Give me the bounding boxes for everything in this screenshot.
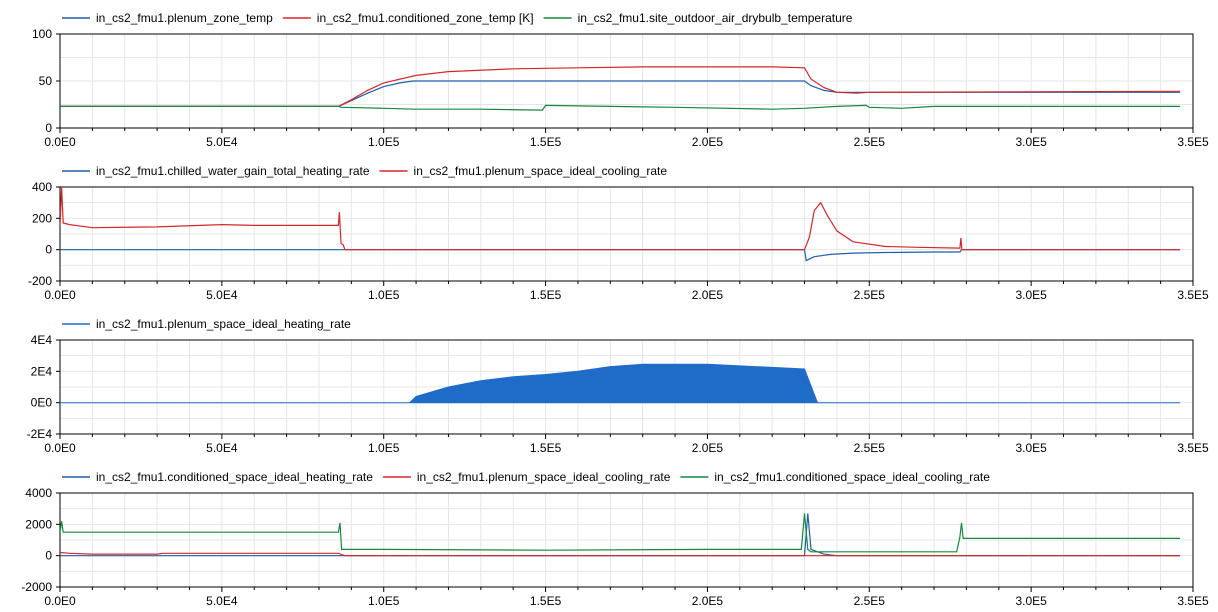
x-tick-label: 2.0E5 (692, 288, 724, 302)
x-tick-label: 5.0E4 (206, 594, 238, 608)
x-tick-label: 3.0E5 (1015, 288, 1047, 302)
series-line-3 (60, 104, 1181, 111)
x-tick-label: 0.0E0 (44, 135, 76, 149)
legend-entry: in_cs2_fmu1.plenum_space_ideal_cooling_r… (414, 164, 668, 178)
x-tick-label: 1.0E5 (368, 288, 400, 302)
legend-entry: in_cs2_fmu1.plenum_space_ideal_cooling_r… (417, 470, 671, 484)
x-tick-label: 1.5E5 (530, 441, 562, 455)
plot-frame (59, 492, 1194, 588)
legend-entry: in_cs2_fmu1.site_outdoor_air_drybulb_tem… (578, 11, 853, 25)
y-tick-label: 4000 (25, 486, 52, 500)
x-tick-label: 3.0E5 (1015, 135, 1047, 149)
x-tick-label: 2.0E5 (692, 441, 724, 455)
chart-panel-4: 0.0E0 5.0E4 1.0E5 1.5E5 2.0E5 2.5E5 3.0E5 3.5E5… (21, 470, 1209, 608)
series-line-2 (60, 551, 1181, 557)
series-line-1 (60, 80, 1181, 108)
legend: in_cs2_fmu1.chilled_water_gain_total_hea… (62, 164, 667, 178)
series-line-1 (60, 249, 1181, 262)
plot-frame (59, 186, 1194, 282)
y-tick-label: 0 (45, 243, 52, 257)
x-tick-label: 2.5E5 (854, 594, 886, 608)
y-tick-label: 200 (32, 211, 52, 225)
legend: in_cs2_fmu1.conditioned_space_ideal_heat… (62, 470, 990, 484)
y-tick-label: 400 (32, 180, 52, 194)
x-tick-label: 2.5E5 (854, 441, 886, 455)
grid-lines (60, 187, 1193, 281)
legend: in_cs2_fmu1.plenum_zone_temp in_cs2_fmu1.… (62, 11, 853, 25)
y-tick-label: 2E4 (31, 364, 53, 378)
legend-entry: in_cs2_fmu1.plenum_zone_temp (96, 11, 273, 25)
x-tick-label: 3.5E5 (1177, 288, 1209, 302)
y-tick-label: -200 (28, 274, 52, 288)
series-area-1 (60, 363, 1181, 404)
series-line-2 (60, 66, 1181, 108)
x-tick-label: 1.0E5 (368, 594, 400, 608)
y-tick-label: 50 (39, 74, 53, 88)
chart-panel-2: 0.0E0 5.0E4 1.0E5 1.5E5 2.0E5 2.5E5 3.0E5 3.5E5… (28, 164, 1209, 302)
grid-lines (60, 493, 1193, 587)
x-tick-label: 5.0E4 (206, 288, 238, 302)
legend-entry: in_cs2_fmu1.conditioned_space_ideal_heat… (96, 470, 373, 484)
x-tick-label: 1.0E5 (368, 441, 400, 455)
series-line-3 (60, 513, 1181, 553)
y-tick-label: -2000 (21, 580, 52, 594)
legend-entry: in_cs2_fmu1.conditioned_zone_temp [K] (317, 11, 534, 25)
legend: in_cs2_fmu1.plenum_space_ideal_heating_r… (62, 317, 351, 331)
x-tick-label: 3.0E5 (1015, 441, 1047, 455)
x-tick-label: 1.5E5 (530, 135, 562, 149)
x-tick-label: 0.0E0 (44, 288, 76, 302)
y-tick-label: 100 (32, 27, 52, 41)
y-tick-label: 4E4 (31, 333, 53, 347)
y-tick-label: 0E0 (31, 396, 53, 410)
y-tick-label: 0 (45, 121, 52, 135)
legend-entry: in_cs2_fmu1.plenum_space_ideal_heating_r… (96, 317, 351, 331)
x-tick-label: 3.5E5 (1177, 594, 1209, 608)
chart-panel-1: 0.0E0 5.0E4 1.0E5 1.5E5 2.0E5 2.5E5 3.0E5 3.5E5… (32, 11, 1209, 149)
x-tick-label: 3.5E5 (1177, 441, 1209, 455)
x-tick-label: 2.5E5 (854, 288, 886, 302)
x-tick-label: 5.0E4 (206, 441, 238, 455)
x-tick-label: 2.0E5 (692, 594, 724, 608)
y-tick-label: 0 (45, 549, 52, 563)
x-tick-label: 1.5E5 (530, 288, 562, 302)
x-tick-label: 2.0E5 (692, 135, 724, 149)
x-tick-label: 3.0E5 (1015, 594, 1047, 608)
legend-entry: in_cs2_fmu1.conditioned_space_ideal_cool… (714, 470, 990, 484)
y-tick-label: -2E4 (27, 427, 53, 441)
y-tick-label: 2000 (25, 517, 52, 531)
x-tick-label: 1.0E5 (368, 135, 400, 149)
series-line-2 (60, 187, 1181, 251)
chart-panel-3: 0.0E0 5.0E4 1.0E5 1.5E5 2.0E5 2.5E5 3.0E5 3.5E5… (27, 317, 1209, 455)
x-tick-label: 0.0E0 (44, 441, 76, 455)
plot-frame (59, 339, 1194, 435)
x-tick-label: 0.0E0 (44, 594, 76, 608)
x-tick-label: 2.5E5 (854, 135, 886, 149)
legend-entry: in_cs2_fmu1.chilled_water_gain_total_hea… (96, 164, 370, 178)
x-tick-label: 5.0E4 (206, 135, 238, 149)
x-tick-label: 3.5E5 (1177, 135, 1209, 149)
x-tick-label: 1.5E5 (530, 594, 562, 608)
